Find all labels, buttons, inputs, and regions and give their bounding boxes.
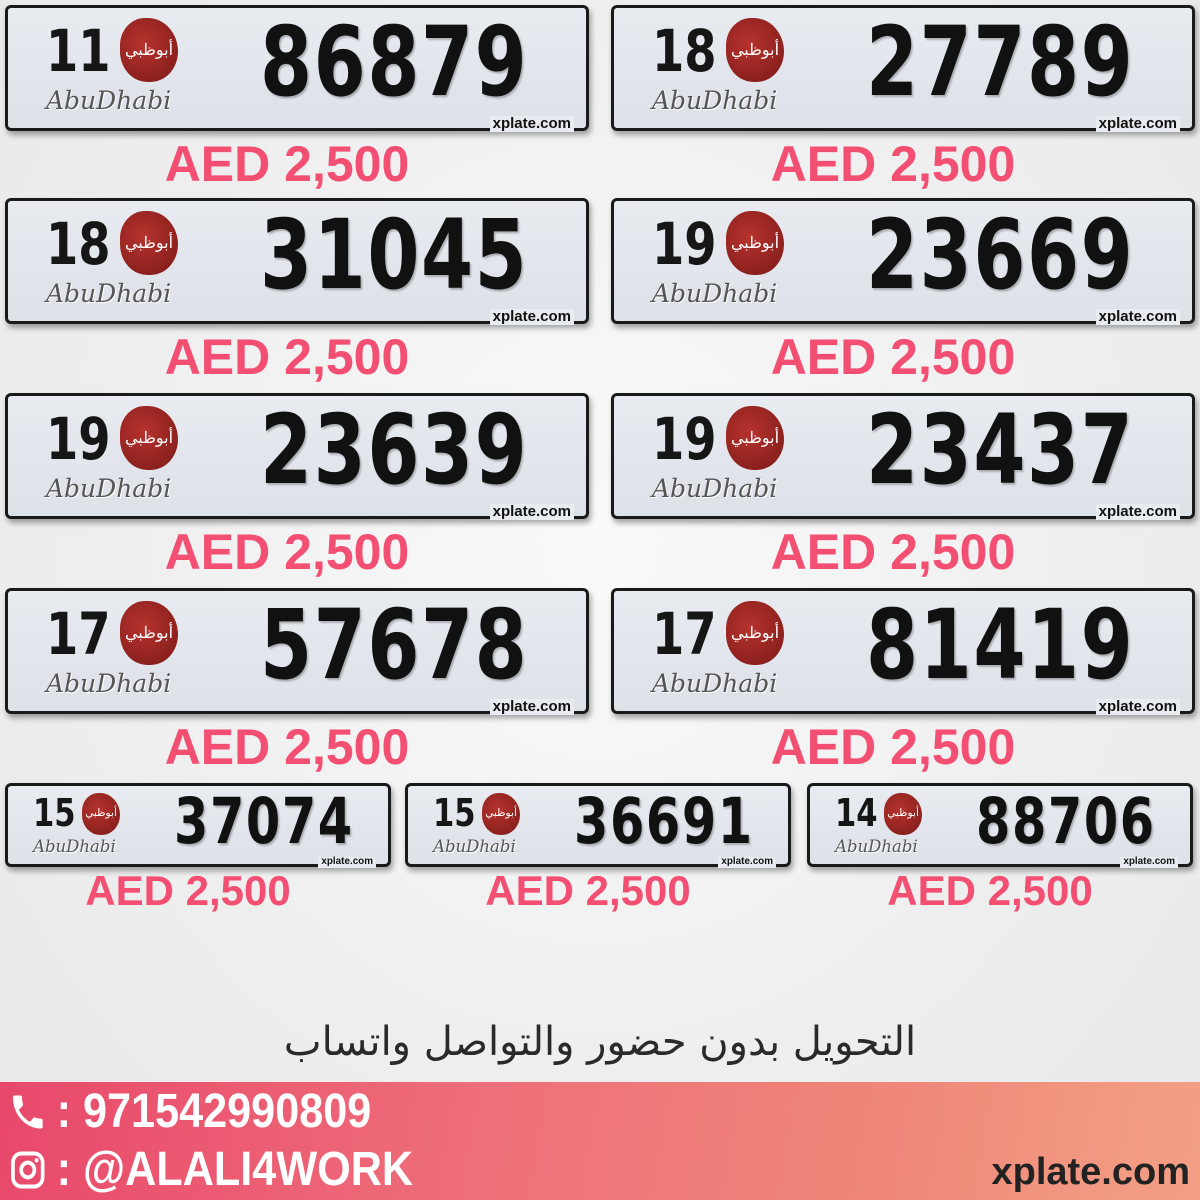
plate-city: AbuDhabi (46, 279, 172, 308)
plate-city: AbuDhabi (46, 474, 172, 503)
plate-watermark: xplate.com (489, 698, 574, 715)
plate-city: AbuDhabi (46, 669, 172, 698)
logo-text: أبوظبي (485, 807, 517, 820)
plate-number: 23437 (866, 394, 1135, 506)
license-plate[interactable]: 17 أبوظبي AbuDhabi 57678 xplate.com (5, 588, 589, 715)
plate-code: 14 (835, 791, 878, 837)
plate-watermark: xplate.com (318, 856, 376, 868)
abu-dhabi-logo: أبوظبي (883, 792, 923, 835)
plate-price: AED 2,500 (164, 524, 410, 580)
abu-dhabi-logo: أبوظبي (726, 211, 784, 275)
license-plate[interactable]: 11 أبوظبي AbuDhabi 86879 xplate.com (5, 5, 589, 132)
abu-dhabi-logo: أبوظبي (726, 601, 784, 665)
plate-watermark: xplate.com (489, 115, 574, 132)
instagram-handle: : @ALALI4WORK (56, 1143, 414, 1196)
logo-text: أبوظبي (124, 40, 174, 59)
plate-number: 23669 (866, 199, 1135, 311)
logo-text: أبوظبي (730, 233, 780, 252)
plate-city: AbuDhabi (652, 474, 778, 503)
plate-watermark: xplate.com (489, 308, 574, 325)
plate-code: 17 (652, 600, 717, 668)
plate-city: AbuDhabi (46, 86, 172, 115)
plate-code: 15 (433, 791, 476, 837)
plate-watermark: xplate.com (1120, 856, 1178, 868)
abu-dhabi-logo: أبوظبي (120, 18, 178, 82)
plate-code: 11 (46, 17, 111, 85)
abu-dhabi-logo: أبوظبي (120, 601, 178, 665)
plate-price: AED 2,500 (770, 136, 1016, 192)
plate-watermark: xplate.com (1095, 698, 1180, 715)
plate-city: AbuDhabi (652, 279, 778, 308)
phone-icon (12, 1095, 43, 1129)
plate-code: 19 (652, 405, 717, 473)
plate-watermark: xplate.com (718, 856, 776, 868)
plate-price: AED 2,500 (164, 136, 410, 192)
plate-watermark: xplate.com (1095, 308, 1180, 325)
plate-price: AED 2,500 (164, 719, 410, 775)
plate-city: AbuDhabi (652, 669, 778, 698)
license-plate[interactable]: 19 أبوظبي AbuDhabi 23639 xplate.com (5, 393, 589, 520)
phone-contact[interactable]: : 971542990809 (8, 1085, 372, 1139)
plate-price: AED 2,500 (485, 867, 691, 914)
arabic-note: التحويل بدون حضور والتواصل واتساب (283, 1019, 917, 1065)
logo-text: أبوظبي (730, 40, 780, 59)
plate-price: AED 2,500 (770, 329, 1016, 385)
plate-price: AED 2,500 (770, 524, 1016, 580)
plate-code: 18 (46, 210, 111, 278)
instagram-icon (11, 1151, 45, 1189)
plate-number: 36691 (574, 783, 755, 858)
plate-code: 18 (652, 17, 717, 85)
plate-code: 15 (33, 791, 76, 837)
abu-dhabi-logo: أبوظبي (726, 18, 784, 82)
logo-text: أبوظبي (124, 623, 174, 642)
plate-price: AED 2,500 (85, 867, 291, 914)
plate-code: 17 (46, 600, 111, 668)
plate-number: 23639 (260, 394, 529, 506)
contact-banner: : 971542990809 : @ALALI4WORK xplate.com (0, 1082, 1200, 1200)
plate-city: AbuDhabi (33, 836, 116, 856)
license-plate[interactable]: 14 أبوظبي AbuDhabi 88706 xplate.com (807, 783, 1193, 868)
plate-number: 31045 (260, 199, 529, 311)
plate-number: 86879 (260, 6, 529, 118)
plate-watermark: xplate.com (1095, 503, 1180, 520)
license-plate[interactable]: 15 أبوظبي AbuDhabi 37074 xplate.com (5, 783, 391, 868)
plate-price: AED 2,500 (164, 329, 410, 385)
logo-text: أبوظبي (124, 233, 174, 252)
plate-number: 88706 (976, 783, 1157, 858)
license-plate[interactable]: 18 أبوظبي AbuDhabi 27789 xplate.com (611, 5, 1195, 132)
logo-text: أبوظبي (730, 623, 780, 642)
plate-number: 81419 (866, 589, 1135, 701)
abu-dhabi-logo: أبوظبي (726, 406, 784, 470)
license-plate[interactable]: 19 أبوظبي AbuDhabi 23669 xplate.com (611, 198, 1195, 325)
abu-dhabi-logo: أبوظبي (481, 792, 521, 835)
plate-watermark: xplate.com (1095, 115, 1180, 132)
logo-text: أبوظبي (124, 428, 174, 447)
plate-watermark: xplate.com (489, 503, 574, 520)
phone-number: : 971542990809 (56, 1085, 372, 1138)
license-plate[interactable]: 19 أبوظبي AbuDhabi 23437 xplate.com (611, 393, 1195, 520)
plate-code: 19 (46, 405, 111, 473)
plate-city: AbuDhabi (433, 836, 516, 856)
license-plate[interactable]: 17 أبوظبي AbuDhabi 81419 xplate.com (611, 588, 1195, 715)
plate-price: AED 2,500 (887, 867, 1093, 914)
abu-dhabi-logo: أبوظبي (120, 406, 178, 470)
logo-text: أبوظبي (887, 807, 919, 820)
license-plate[interactable]: 15 أبوظبي AbuDhabi 36691 xplate.com (405, 783, 791, 868)
plate-number: 27789 (866, 6, 1135, 118)
logo-text: أبوظبي (730, 428, 780, 447)
plate-price: AED 2,500 (770, 719, 1016, 775)
logo-text: أبوظبي (85, 807, 117, 820)
instagram-contact[interactable]: : @ALALI4WORK (8, 1143, 414, 1197)
plate-number: 57678 (260, 589, 529, 701)
abu-dhabi-logo: أبوظبي (120, 211, 178, 275)
plate-city: AbuDhabi (652, 86, 778, 115)
plate-number: 37074 (174, 783, 355, 858)
license-plate[interactable]: 18 أبوظبي AbuDhabi 31045 xplate.com (5, 198, 589, 325)
plate-code: 19 (652, 210, 717, 278)
plate-city: AbuDhabi (835, 836, 918, 856)
site-name[interactable]: xplate.com (991, 1151, 1190, 1194)
abu-dhabi-logo: أبوظبي (81, 792, 121, 835)
